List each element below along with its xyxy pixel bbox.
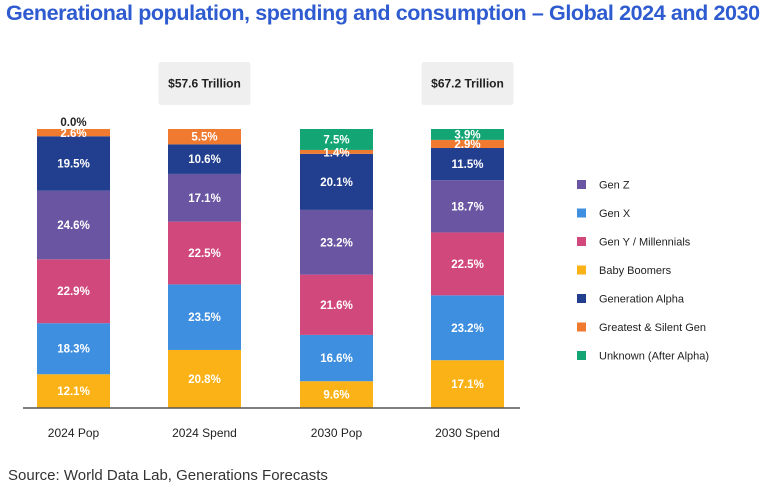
legend-label-baby-boomers: Baby Boomers (599, 265, 672, 277)
bar-segment-2024-spend-baby-boomers (168, 349, 241, 408)
bar-segment-2030-spend-baby-boomers (431, 360, 504, 408)
legend-swatch-greatest-silent-gen (577, 322, 586, 332)
bar-segment-2030-spend-generation-alpha (431, 148, 504, 181)
bar-segment-2024-pop-baby-boomers (37, 374, 110, 408)
legend-swatch-gen-y-millennials (577, 237, 586, 246)
value-label-2030-spend-gen-y-millennials: 22.5% (451, 259, 484, 271)
chart-title: Generational population, spending and co… (6, 1, 760, 25)
legend-swatch-gen-z (577, 180, 586, 189)
value-label-2030-pop-unknown-after-alpha: 7.5% (323, 134, 349, 146)
legend-label-gen-y-millennials: Gen Y / Millennials (599, 237, 691, 249)
total-label-2024-spend: $57.6 Trillion (168, 77, 241, 91)
bar-segment-2030-spend-gen-x (431, 295, 504, 361)
value-label-2024-pop-greatest-silent-gen: 2.6% (60, 128, 86, 140)
bar-segment-2030-pop-baby-boomers (300, 381, 373, 408)
value-label-2024-spend-gen-x: 23.5% (188, 312, 221, 324)
value-label-2024-pop-gen-x: 18.3% (57, 344, 90, 356)
total-label-2030-spend: $67.2 Trillion (431, 77, 504, 91)
labels-group: 12.1% 18.3% 22.9% 24.6% 19.5% 2.6%0.0% 2024 Po… (48, 62, 514, 440)
value-label-2024-spend-gen-z: 17.1% (188, 193, 221, 205)
bar-segment-2024-spend-greatest-silent-gen (168, 129, 241, 145)
bar-segment-2030-pop-generation-alpha (300, 153, 373, 210)
bar-segment-2024-pop-gen-y-millennials (37, 259, 110, 324)
bars-group (37, 129, 504, 408)
value-label-2030-spend-greatest-silent-gen: 2.9% (454, 139, 480, 151)
bar-segment-2030-pop-greatest-silent-gen (300, 149, 373, 154)
bar-segment-2024-spend-gen-z (168, 173, 241, 222)
value-label-2024-pop-generation-alpha: 19.5% (57, 158, 90, 170)
value-label-2030-pop-gen-x: 16.6% (320, 353, 353, 365)
value-label-2030-pop-baby-boomers: 9.6% (323, 390, 349, 402)
value-label-2024-spend-generation-alpha: 10.6% (188, 154, 221, 166)
bar-segment-2030-spend-gen-y-millennials (431, 232, 504, 296)
value-label-2024-spend-baby-boomers: 20.8% (188, 374, 221, 386)
x-tick-label-2030-spend: 2030 Spend (435, 426, 500, 440)
value-label-2030-pop-generation-alpha: 20.1% (320, 177, 353, 189)
legend-label-gen-x: Gen X (599, 208, 631, 220)
bar-segment-2024-spend-gen-y-millennials (168, 221, 241, 285)
value-label-2030-spend-gen-x: 23.2% (451, 323, 484, 335)
value-label-2030-spend-generation-alpha: 11.5% (452, 159, 484, 171)
legend-label-greatest-silent-gen: Greatest & Silent Gen (599, 322, 706, 334)
source-note: Source: World Data Lab, Generations Fore… (8, 467, 328, 484)
legend-swatch-unknown-after-alpha (577, 351, 586, 360)
value-label-2030-spend-gen-z: 18.7% (451, 201, 484, 213)
legend-swatch-gen-x (577, 208, 586, 218)
bar-segment-2030-spend-unknown-after-alpha (431, 129, 504, 140)
legend: Gen Z Gen X Gen Y / Millennials Baby Boomer… (577, 180, 709, 363)
legend-label-unknown-after-alpha: Unknown (After Alpha) (599, 351, 709, 363)
value-label-2024-spend-gen-y-millennials: 22.5% (188, 248, 221, 260)
bar-segment-2030-pop-unknown-after-alpha (300, 129, 373, 150)
x-tick-label-2030-pop: 2030 Pop (311, 426, 363, 440)
total-box-2024-spend (158, 62, 251, 105)
bar-segment-2024-spend-generation-alpha (168, 144, 241, 174)
bar-segment-2024-pop-gen-z (37, 190, 110, 260)
value-label-2030-pop-greatest-silent-gen: 1.4% (323, 147, 349, 159)
bar-segment-2030-pop-gen-z (300, 209, 373, 275)
legend-label-generation-alpha: Generation Alpha (599, 294, 685, 306)
value-label-2024-spend-greatest-silent-gen: 5.5% (191, 132, 217, 144)
x-tick-label-2024-pop: 2024 Pop (48, 426, 100, 440)
bar-segment-2030-spend-gen-z (431, 180, 504, 233)
value-label-2024-pop-unknown-after-alpha: 0.0% (60, 117, 86, 129)
bar-segment-2030-pop-gen-x (300, 334, 373, 382)
legend-swatch-generation-alpha (577, 294, 586, 303)
value-label-2030-pop-gen-z: 23.2% (320, 237, 353, 249)
legend-label-gen-z: Gen Z (599, 180, 630, 192)
value-label-2030-spend-unknown-after-alpha: 3.9% (454, 129, 480, 141)
bar-segment-2024-pop-greatest-silent-gen (37, 129, 110, 137)
bar-segment-2024-spend-gen-x (168, 284, 241, 350)
value-label-2030-spend-baby-boomers: 17.1% (451, 379, 484, 391)
bar-segment-2030-pop-gen-y-millennials (300, 274, 373, 335)
bar-segment-2024-pop-gen-x (37, 323, 110, 375)
bar-segment-2024-pop-generation-alpha (37, 136, 110, 191)
legend-swatch-baby-boomers (577, 265, 586, 275)
value-label-2024-pop-gen-y-millennials: 22.9% (57, 286, 90, 298)
value-label-2024-pop-gen-z: 24.6% (57, 220, 90, 232)
total-box-2030-spend (421, 62, 514, 105)
value-label-2030-pop-gen-y-millennials: 21.6% (320, 300, 353, 312)
x-tick-label-2024-spend: 2024 Spend (172, 426, 237, 440)
bar-segment-2030-spend-greatest-silent-gen (431, 139, 504, 149)
value-label-2024-pop-baby-boomers: 12.1% (57, 386, 90, 398)
